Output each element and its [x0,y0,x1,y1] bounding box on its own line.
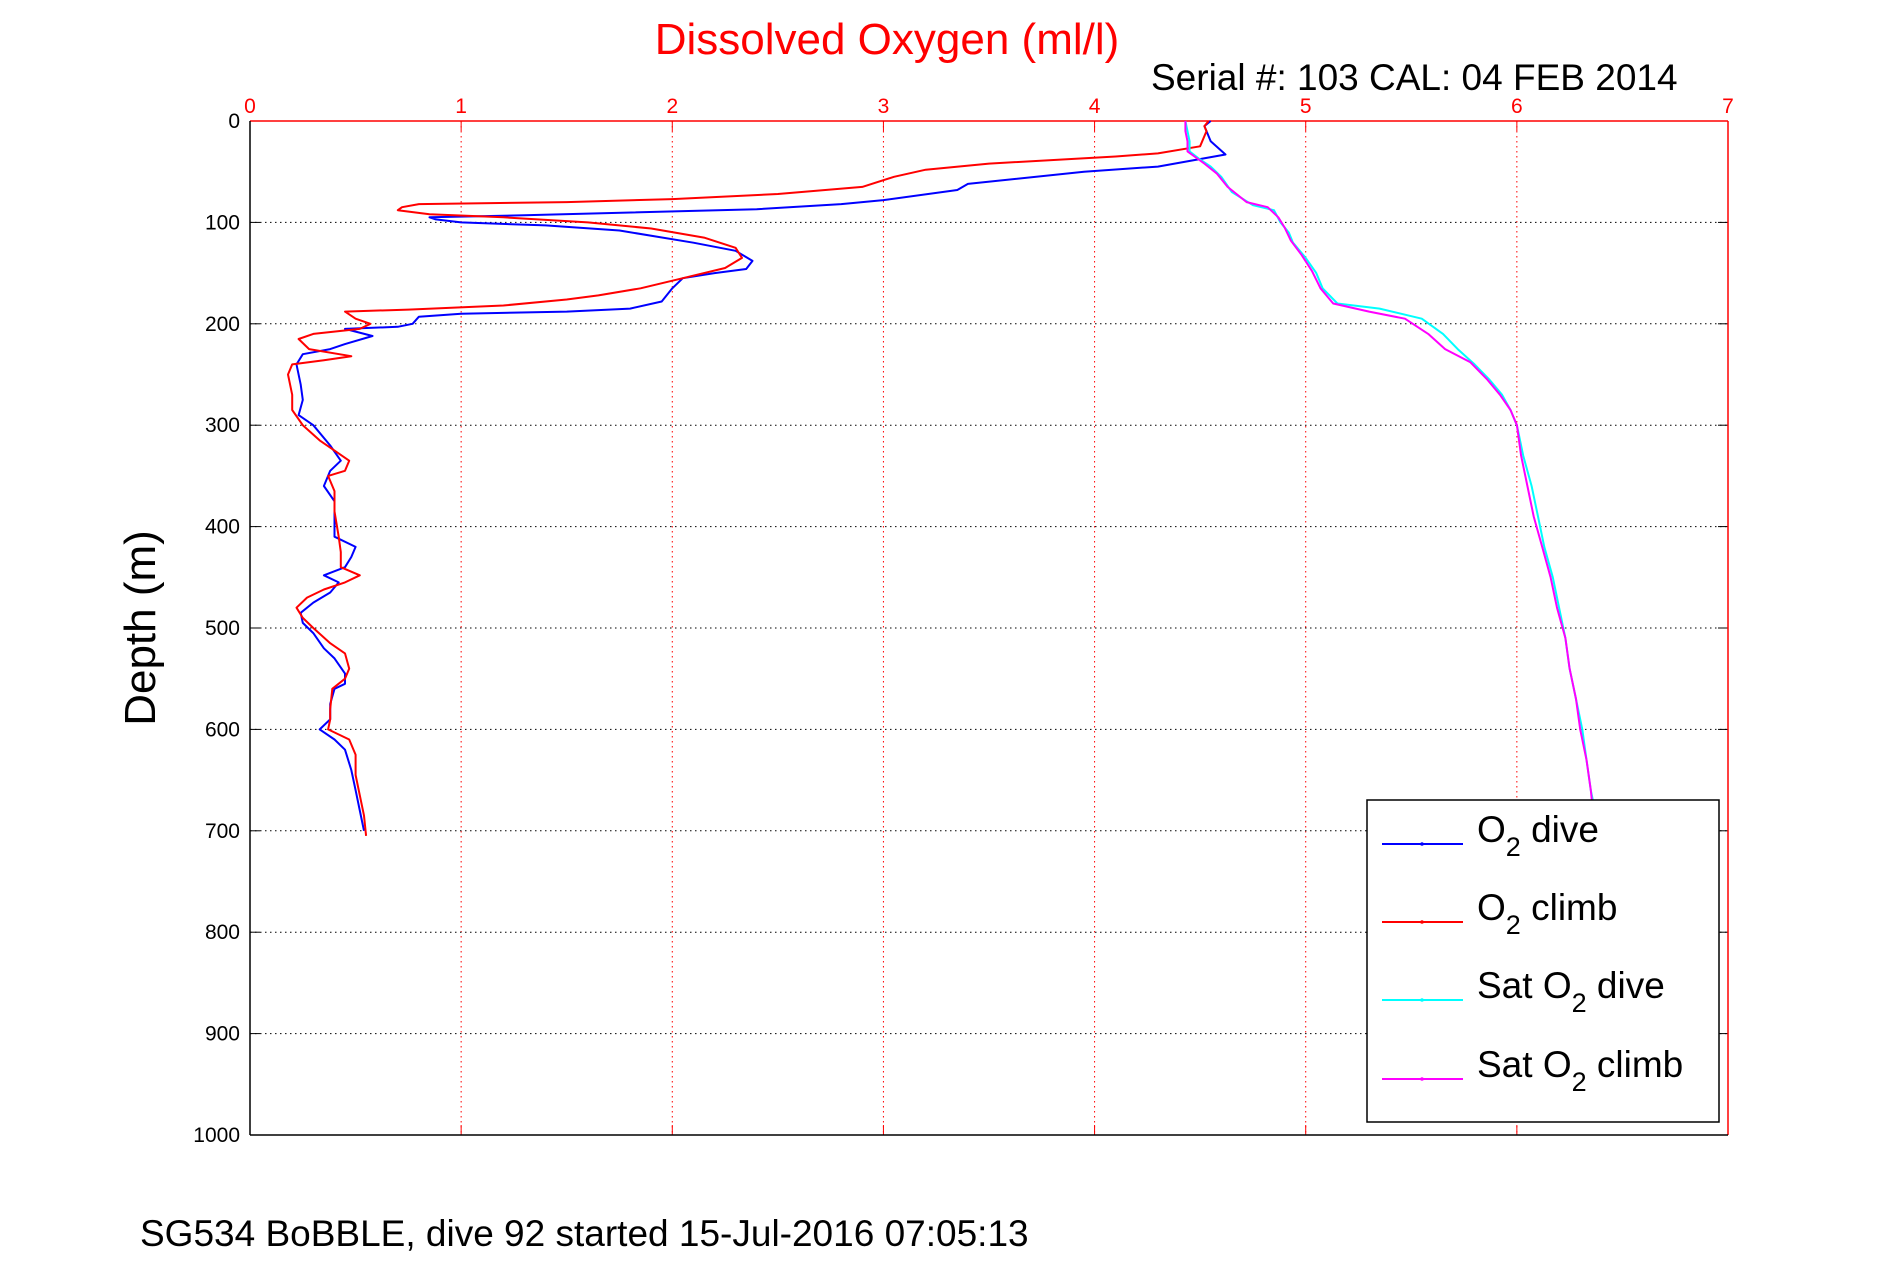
x-tick-label: 0 [244,95,256,118]
chart-footer: SG534 BoBBLE, dive 92 started 15-Jul-201… [140,1213,1029,1254]
y-tick-label: 900 [205,1023,240,1046]
series-line-sat-o2-climb [1184,121,1594,811]
y-tick-label: 100 [205,211,240,234]
x-tick-label: 1 [455,95,467,118]
x-tick-label: 2 [666,95,678,118]
axes: 0 1 2 3 4 5 6 7 0 100 200 300 400 500 600 700 800 900 1000 [193,95,1734,1147]
y-tick-label: 800 [205,921,240,944]
grid [250,121,1728,1135]
legend-label: Sat O2 dive [1477,965,1665,1018]
y-tick-label: 0 [228,110,240,133]
y-tick-label: 1000 [193,1124,240,1147]
legend-marker [1420,920,1424,924]
x-tick-label: 4 [1089,95,1101,118]
series-line-o2-climb [287,120,1210,837]
legend-label: O2 climb [1477,887,1617,940]
chart-title: Dissolved Oxygen (ml/l) [655,15,1120,64]
series-layer [287,120,1596,837]
chart-subtitle: Serial #: 103 CAL: 04 FEB 2014 [1151,57,1678,98]
y-tick-label: 700 [205,820,240,843]
series-line-o2-dive [295,120,1227,832]
legend-label: O2 dive [1477,809,1599,862]
y-tick-label: 300 [205,414,240,437]
y-tick-label: 600 [205,718,240,741]
legend-marker [1420,998,1424,1002]
x-tick-label: 6 [1511,95,1523,118]
x-tick-label: 5 [1300,95,1312,118]
y-axis-label: Depth (m) [116,530,165,726]
legend-marker [1420,842,1424,846]
legend-label: Sat O2 climb [1477,1044,1683,1097]
y-tick-label: 200 [205,313,240,336]
x-tick-label: 7 [1722,95,1734,118]
y-tick-label: 500 [205,617,240,640]
legend: O2 dive O2 climb Sat O2 dive Sat O2 climb [1366,799,1720,1123]
x-tick-label: 3 [878,95,890,118]
y-tick-label: 400 [205,516,240,539]
legend-marker [1420,1077,1424,1081]
legend-box [1366,799,1720,1123]
